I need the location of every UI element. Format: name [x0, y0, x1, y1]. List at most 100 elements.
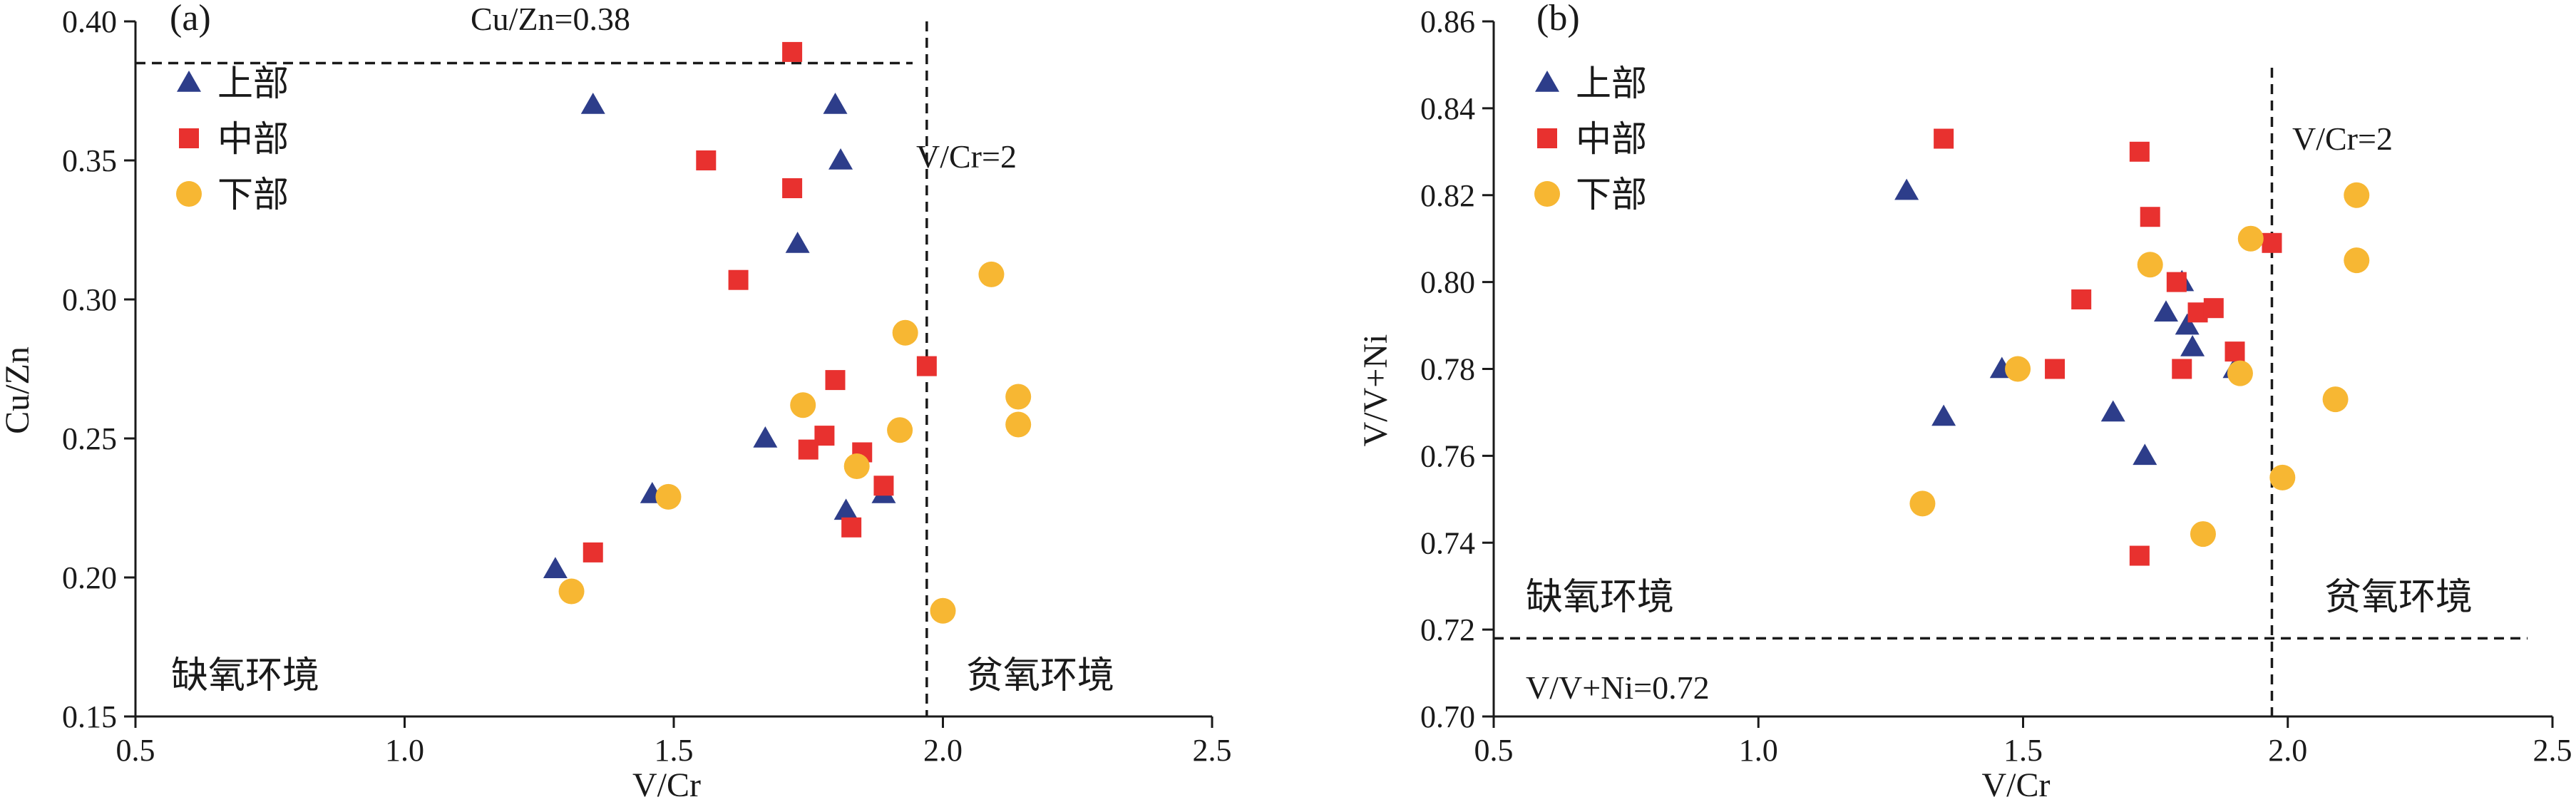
- x-tick-label: 0.5: [1474, 733, 1514, 768]
- series-middle: [1934, 128, 2282, 566]
- legend-label-middle: 中部: [1576, 118, 1647, 160]
- data-point-lower: [843, 453, 870, 479]
- data-point-lower: [1909, 490, 1936, 517]
- y-axis-title: V/V+Ni: [1357, 334, 1395, 447]
- data-point-lower: [2137, 252, 2163, 278]
- data-point-lower: [790, 392, 816, 418]
- data-point-lower: [655, 483, 682, 510]
- data-point-middle: [873, 476, 894, 496]
- data-point-lower: [887, 417, 913, 443]
- data-point-upper: [543, 557, 568, 579]
- y-tick-label: 0.84: [1420, 91, 1475, 126]
- data-point-middle: [798, 439, 819, 460]
- y-tick-label: 0.20: [62, 560, 117, 595]
- x-tick-label: 0.5: [116, 733, 155, 768]
- legend-marker-lower: [1534, 181, 1560, 207]
- data-point-lower: [892, 319, 918, 346]
- series-lower: [1909, 182, 2370, 548]
- data-point-middle: [2129, 545, 2150, 566]
- data-point-upper: [2133, 443, 2157, 466]
- panel-label: (b): [1536, 0, 1580, 38]
- x-tick-label: 1.0: [1739, 733, 1778, 768]
- zone-label-dysoxic: 贫氧环境: [966, 654, 1114, 697]
- data-point-lower: [2344, 182, 2370, 208]
- data-point-lower: [978, 261, 1005, 287]
- data-point-middle: [2203, 298, 2224, 319]
- series-upper: [543, 93, 896, 579]
- x-axis-title: V/Cr: [1982, 766, 2051, 804]
- data-point-lower: [2344, 247, 2370, 274]
- y-tick-label: 0.78: [1420, 352, 1475, 387]
- data-point-upper: [1931, 404, 1956, 426]
- data-point-lower: [930, 597, 956, 624]
- y-tick-label: 0.74: [1420, 525, 1475, 560]
- data-point-lower: [2005, 356, 2031, 382]
- legend-label-upper: 上部: [1576, 63, 1647, 104]
- x-tick-label: 1.5: [655, 733, 694, 768]
- data-point-upper: [785, 232, 810, 253]
- data-point-lower: [1005, 384, 1032, 410]
- data-point-middle: [2045, 359, 2066, 379]
- data-point-middle: [841, 517, 862, 538]
- data-point-middle: [2262, 232, 2282, 253]
- data-point-middle: [1934, 128, 1954, 149]
- y-tick-label: 0.80: [1420, 265, 1475, 300]
- legend-label-middle: 中部: [217, 118, 289, 160]
- threshold-label-vertical: V/Cr=2: [916, 138, 1017, 175]
- data-point-lower: [1005, 411, 1032, 438]
- data-point-middle: [2140, 207, 2160, 227]
- data-point-lower: [2190, 521, 2216, 548]
- data-point-middle: [782, 41, 803, 62]
- y-tick-label: 0.30: [62, 282, 117, 317]
- data-point-middle: [782, 178, 803, 198]
- data-point-middle: [2172, 359, 2192, 379]
- series-middle: [583, 41, 937, 562]
- x-axis-title: V/Cr: [632, 766, 701, 804]
- data-point-upper: [823, 93, 848, 114]
- legend-label-upper: 上部: [217, 63, 289, 104]
- series-lower: [558, 261, 1032, 624]
- panel-label: (a): [170, 0, 211, 38]
- data-point-lower: [558, 578, 585, 605]
- data-point-upper: [2100, 400, 2125, 422]
- data-point-middle: [696, 150, 717, 170]
- chart-panel-b: 0.5 1.0 1.5 2.0 2.5 0.70 0.72 0.74 0.76 0.78 0.80 0…: [1357, 0, 2572, 804]
- threshold-label-vertical: V/Cr=2: [2292, 120, 2393, 157]
- data-point-middle: [2071, 289, 2092, 309]
- data-point-lower: [2322, 386, 2349, 413]
- data-point-middle: [2225, 341, 2245, 362]
- y-tick-label: 0.70: [1420, 699, 1475, 734]
- chart-panel-a: 0.5 1.0 1.5 2.0 2.5 0.15 0.20 0.25 0.30 0.35 0.40 V…: [0, 0, 1232, 804]
- x-tick-label: 1.5: [2003, 733, 2043, 768]
- data-point-upper: [2175, 313, 2200, 335]
- y-tick-label: 0.86: [1420, 4, 1475, 39]
- threshold-label-horizontal: Cu/Zn=0.38: [471, 1, 630, 37]
- x-tick-label: 2.0: [2268, 733, 2307, 768]
- legend-marker-upper: [177, 71, 201, 92]
- data-point-upper: [1894, 178, 1919, 200]
- data-point-middle: [728, 269, 749, 290]
- y-axis-title: Cu/Zn: [0, 346, 36, 434]
- data-point-middle: [825, 370, 846, 391]
- data-point-middle: [2166, 272, 2187, 292]
- data-point-upper: [833, 498, 858, 520]
- data-point-middle: [2129, 141, 2150, 162]
- legend-marker-middle: [179, 128, 199, 148]
- legend-marker-upper: [1535, 71, 1559, 92]
- y-tick-label: 0.72: [1420, 612, 1475, 647]
- data-point-upper: [828, 148, 853, 170]
- y-tick-label: 0.35: [62, 143, 117, 178]
- legend-label-lower: 下部: [217, 174, 289, 215]
- legend-marker-lower: [176, 181, 202, 207]
- x-tick-label: 2.5: [1193, 733, 1232, 768]
- data-point-middle: [916, 356, 937, 376]
- data-point-lower: [2227, 360, 2253, 386]
- y-tick-label: 0.15: [62, 699, 117, 734]
- data-point-middle: [583, 542, 603, 562]
- x-tick-label: 1.0: [385, 733, 424, 768]
- data-point-upper: [2180, 335, 2205, 356]
- y-tick-label: 0.82: [1420, 178, 1475, 213]
- data-point-lower: [2269, 464, 2296, 490]
